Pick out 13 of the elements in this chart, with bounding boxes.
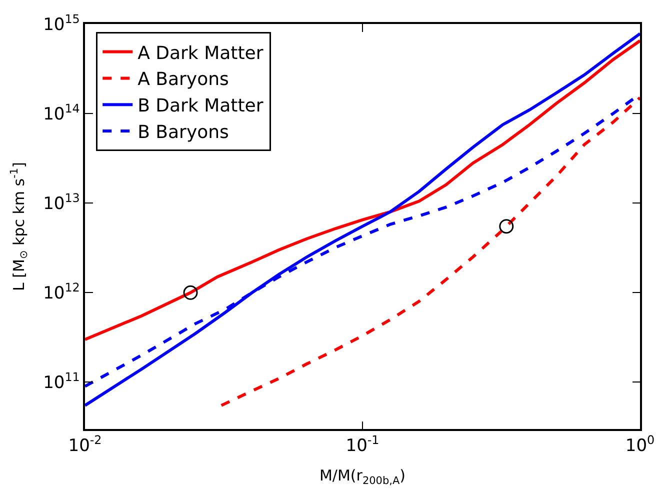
x-tick-label: 10$^{-1}$ — [346, 433, 380, 456]
legend-label: B Baryons — [138, 122, 229, 144]
x-tick-label: 10$^{0}$ — [625, 433, 655, 456]
legend-label: B Dark Matter — [138, 96, 264, 117]
y-tick-label: 10$^{15}$ — [43, 12, 80, 35]
y-tick-label: 10$^{11}$ — [43, 370, 80, 394]
legend-label: A Dark Matter — [138, 42, 264, 64]
y-tick-label: 10$^{12}$ — [43, 280, 80, 304]
y-tick-label: 10$^{14}$ — [43, 101, 80, 124]
legend-label: A Baryons — [138, 69, 229, 90]
x-tick-label: 10$^{-2}$ — [68, 433, 102, 456]
x-axis-title: M/M(r$_{200b,A}$) — [319, 466, 406, 487]
y-tick-label: 10$^{13}$ — [43, 190, 80, 214]
